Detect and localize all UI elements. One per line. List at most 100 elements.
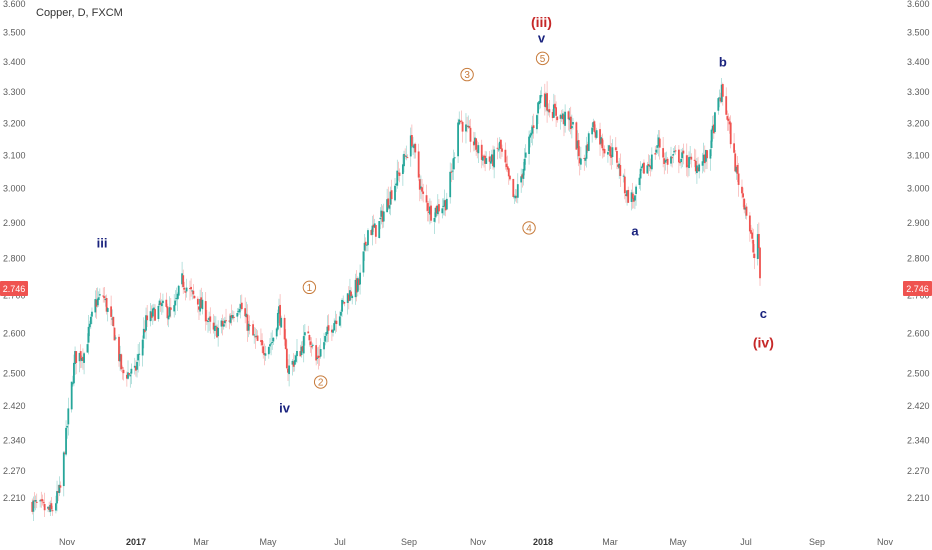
candle-body bbox=[247, 323, 250, 331]
candle-body bbox=[743, 198, 746, 210]
candle-body bbox=[631, 193, 634, 199]
candle-body bbox=[181, 273, 183, 285]
candle-body bbox=[340, 311, 342, 316]
candle-body bbox=[272, 337, 275, 342]
candle-body bbox=[246, 314, 249, 331]
candle-body bbox=[311, 344, 314, 346]
candle-body bbox=[144, 329, 146, 332]
candle-body bbox=[656, 145, 659, 148]
candle-body bbox=[113, 327, 116, 341]
y-axis-left: 3.600 3.500 3.400 3.300 3.200 3.100 3.000 2.900… bbox=[3, 0, 26, 503]
wave-circle-marker bbox=[535, 51, 550, 66]
candle-body bbox=[283, 317, 286, 340]
candle-body bbox=[703, 154, 706, 164]
candle-body bbox=[736, 164, 739, 174]
candle-body bbox=[51, 510, 54, 512]
candle-body bbox=[153, 307, 155, 311]
candle-body bbox=[559, 114, 562, 119]
candle-body bbox=[373, 223, 376, 228]
candle-body bbox=[212, 322, 215, 330]
candle-body bbox=[278, 306, 280, 314]
candle-body bbox=[750, 230, 752, 234]
candle-body bbox=[327, 325, 330, 331]
candle-body bbox=[449, 171, 452, 198]
candle-body bbox=[127, 372, 129, 379]
candles-layer bbox=[31, 77, 761, 521]
candle-body bbox=[706, 150, 708, 159]
candle-body bbox=[599, 129, 601, 145]
candle-body bbox=[42, 502, 45, 504]
candle-body bbox=[698, 164, 701, 172]
candle-body bbox=[64, 452, 66, 454]
candle-body bbox=[129, 374, 132, 377]
candle-body bbox=[86, 344, 89, 353]
candle-body bbox=[506, 166, 509, 170]
candle-body bbox=[586, 144, 589, 151]
candle-body bbox=[208, 317, 211, 321]
candle-body bbox=[354, 279, 357, 298]
candle-body bbox=[748, 215, 751, 232]
candle-body bbox=[429, 206, 431, 215]
candle-body bbox=[672, 154, 675, 156]
y-tick-label-left: 2.800 bbox=[3, 254, 26, 264]
candle-body bbox=[307, 331, 310, 334]
candle-body bbox=[97, 297, 100, 301]
candle-body bbox=[509, 175, 511, 180]
wave-label: iv bbox=[279, 401, 291, 416]
candle-body bbox=[174, 300, 177, 306]
y-tick-label-left: 2.340 bbox=[3, 435, 26, 445]
last-price-tags: 2.746 2.746 bbox=[0, 281, 932, 296]
candle-body bbox=[291, 360, 294, 365]
candle-body bbox=[468, 126, 471, 128]
candle-body bbox=[381, 211, 384, 222]
candle-body bbox=[701, 161, 704, 166]
candle-body bbox=[196, 298, 199, 305]
candle-body bbox=[450, 171, 453, 173]
candle-body bbox=[418, 179, 421, 190]
candle-body bbox=[41, 499, 44, 502]
candle-body bbox=[480, 144, 483, 160]
candle-body bbox=[662, 148, 665, 158]
candle-body bbox=[514, 195, 517, 199]
candle-body bbox=[426, 203, 429, 211]
candle-body bbox=[317, 355, 320, 358]
candle-body bbox=[308, 334, 311, 341]
candle-body bbox=[453, 157, 456, 159]
candle-body bbox=[236, 312, 239, 317]
candle-body bbox=[516, 184, 519, 198]
candle-body bbox=[248, 325, 251, 327]
candle-body bbox=[331, 329, 333, 333]
candle-body bbox=[182, 275, 185, 288]
candle-body bbox=[175, 297, 178, 299]
candle-body bbox=[745, 206, 748, 216]
candle-body bbox=[166, 306, 169, 319]
candle-body bbox=[458, 119, 461, 125]
candle-body bbox=[529, 134, 532, 138]
wave-label: b bbox=[719, 54, 727, 69]
candle-body bbox=[530, 132, 533, 136]
candle-body bbox=[98, 294, 101, 296]
candle-body bbox=[634, 195, 636, 201]
wave-label: iii bbox=[97, 236, 108, 251]
wave-label: (iii) bbox=[531, 14, 552, 30]
candle-body bbox=[654, 153, 657, 155]
y-tick-label-left: 3.200 bbox=[3, 118, 26, 128]
candle-body bbox=[67, 408, 70, 425]
candle-body bbox=[34, 500, 37, 502]
candle-body bbox=[719, 97, 722, 102]
candle-body bbox=[709, 149, 712, 159]
candle-body bbox=[657, 137, 660, 147]
candle-body bbox=[177, 285, 180, 296]
candle-body bbox=[79, 351, 82, 360]
candle-body bbox=[577, 140, 580, 157]
last-price-label-right: 2.746 bbox=[906, 284, 929, 294]
candle-body bbox=[318, 356, 321, 358]
candle-body bbox=[469, 127, 472, 142]
candle-body bbox=[711, 125, 714, 131]
candle-body bbox=[70, 381, 73, 410]
candle-body bbox=[735, 166, 738, 173]
candle-body bbox=[572, 122, 574, 125]
candle-body bbox=[91, 311, 93, 317]
candle-body bbox=[474, 137, 476, 145]
